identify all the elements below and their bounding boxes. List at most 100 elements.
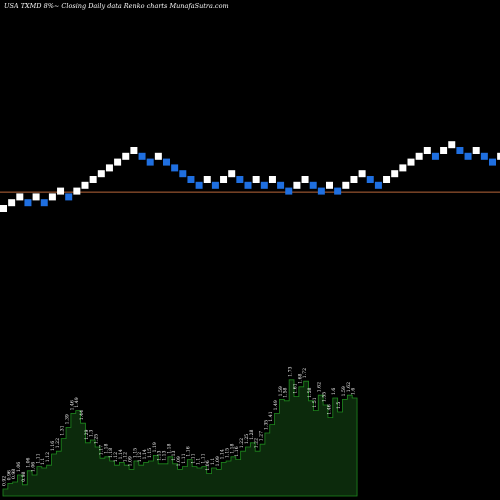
volume-label: 1.12	[123, 452, 129, 462]
renko-brick-down	[236, 176, 244, 183]
renko-brick-up	[391, 170, 399, 178]
volume-label: 1.16	[186, 446, 192, 456]
renko-brick-up	[114, 158, 122, 166]
renko-brick-up	[358, 170, 366, 178]
volume-labels-group: 0.920.96 0.981.060.981.06 1.061.11 1.1 1.121…	[1, 366, 356, 486]
volume-label: 1.11	[200, 453, 206, 463]
renko-brick-up	[8, 199, 16, 207]
renko-brick-up	[407, 158, 415, 166]
volume-label: 1.62	[346, 382, 352, 392]
renko-brick-down	[285, 187, 293, 195]
renko-brick-down	[456, 147, 464, 154]
renko-brick-up	[203, 176, 211, 183]
volume-label: 1.13	[157, 450, 163, 460]
renko-brick-up	[154, 152, 162, 160]
volume-label: 1.15	[132, 448, 138, 458]
renko-brick-down	[138, 152, 146, 160]
volume-label: 1.13	[171, 450, 177, 460]
renko-brick-down	[40, 199, 48, 207]
volume-label: 1.17	[98, 445, 104, 455]
renko-brick-up	[130, 147, 138, 154]
renko-brick-up	[89, 176, 97, 183]
renko-brick-up	[342, 181, 350, 189]
volume-label: 1.62	[317, 382, 323, 392]
volume-label: 1.11	[181, 453, 187, 463]
volume-label: 1.28	[249, 429, 255, 439]
volume-area-group	[2, 379, 358, 497]
volume-label: 1.39	[64, 414, 70, 424]
volume-label: 1.18	[166, 443, 172, 453]
volume-label: 1.14	[220, 449, 226, 459]
volume-label: 1.68	[297, 373, 303, 383]
renko-brick-up	[301, 176, 309, 183]
volume-label: 1.73	[288, 366, 294, 376]
volume-label: 1.58	[307, 387, 313, 397]
volume-label: 1.51	[312, 397, 318, 407]
renko-brick-down	[309, 181, 317, 189]
volume-label: 1.29	[84, 429, 90, 439]
volume-label: 1.22	[254, 438, 260, 448]
volume-label: 0.96	[6, 470, 12, 480]
volume-label: 1.1	[210, 458, 216, 465]
volume-label: 1.25	[94, 434, 100, 444]
volume-label: 1.06	[205, 460, 211, 470]
renko-brick-up	[48, 193, 56, 201]
volume-label: 1.19	[152, 442, 158, 452]
renko-brick-down	[244, 181, 252, 189]
renko-brick-down	[179, 170, 187, 178]
renko-brick-up	[122, 152, 130, 160]
renko-brick-up	[105, 164, 113, 172]
renko-brick-down	[334, 187, 342, 195]
volume-label: 1.12	[137, 452, 143, 462]
renko-brick-up	[293, 181, 301, 189]
renko-brick-up	[399, 164, 407, 172]
volume-label: 1.12	[113, 452, 119, 462]
renko-brick-down	[24, 199, 32, 207]
volume-label: 1.6	[351, 388, 357, 395]
renko-brick-up	[16, 193, 24, 201]
renko-brick-down	[317, 187, 325, 195]
renko-brick-down	[65, 193, 73, 201]
renko-brick-up	[73, 187, 81, 195]
volume-label: 1.22	[239, 438, 245, 448]
renko-brick-down	[366, 176, 374, 183]
volume-label: 1.59	[341, 386, 347, 396]
volume-label: 1.14	[142, 449, 148, 459]
volume-label: 0.98	[11, 469, 17, 479]
volume-label: 1.44	[79, 410, 85, 420]
volume-label: 1.46	[326, 404, 332, 414]
renko-brick-up	[57, 187, 65, 195]
volume-label: 1.06	[31, 462, 37, 472]
renko-brick-up	[228, 170, 236, 178]
renko-brick-down	[277, 181, 285, 189]
volume-label: 1.11	[35, 453, 41, 463]
volume-label: 1.35	[263, 420, 269, 430]
renko-brick-up	[97, 170, 105, 178]
volume-label: 1.15	[225, 448, 231, 458]
renko-brick-up	[252, 176, 260, 183]
renko-brick-down	[187, 176, 195, 183]
renko-brick-up	[326, 181, 333, 189]
volume-area	[2, 379, 358, 497]
volume-label: 1.46	[69, 400, 75, 410]
volume-label: 1.09	[128, 456, 134, 466]
renko-brick-up	[497, 152, 500, 160]
volume-label: 1.1	[40, 458, 46, 465]
volume-label: 1.58	[283, 387, 289, 397]
renko-bricks-group	[0, 141, 500, 212]
volume-label: 1.31	[60, 425, 66, 435]
renko-brick-up	[350, 176, 358, 183]
volume-label: 1.25	[244, 434, 250, 444]
volume-label: 1.06	[26, 457, 32, 467]
volume-label: 1.41	[268, 411, 274, 421]
volume-label: 1.72	[302, 368, 308, 378]
volume-label: 1.09	[215, 456, 221, 466]
volume-label: 1.18	[108, 448, 114, 458]
volume-label: 1.27	[258, 431, 264, 441]
volume-label: 1.16	[234, 446, 240, 456]
renko-brick-up	[268, 176, 276, 183]
volume-label: 1.3	[89, 430, 95, 437]
renko-brick-down	[195, 181, 203, 189]
volume-label: 0.92	[1, 476, 7, 486]
volume-label: 1.09	[176, 456, 182, 466]
